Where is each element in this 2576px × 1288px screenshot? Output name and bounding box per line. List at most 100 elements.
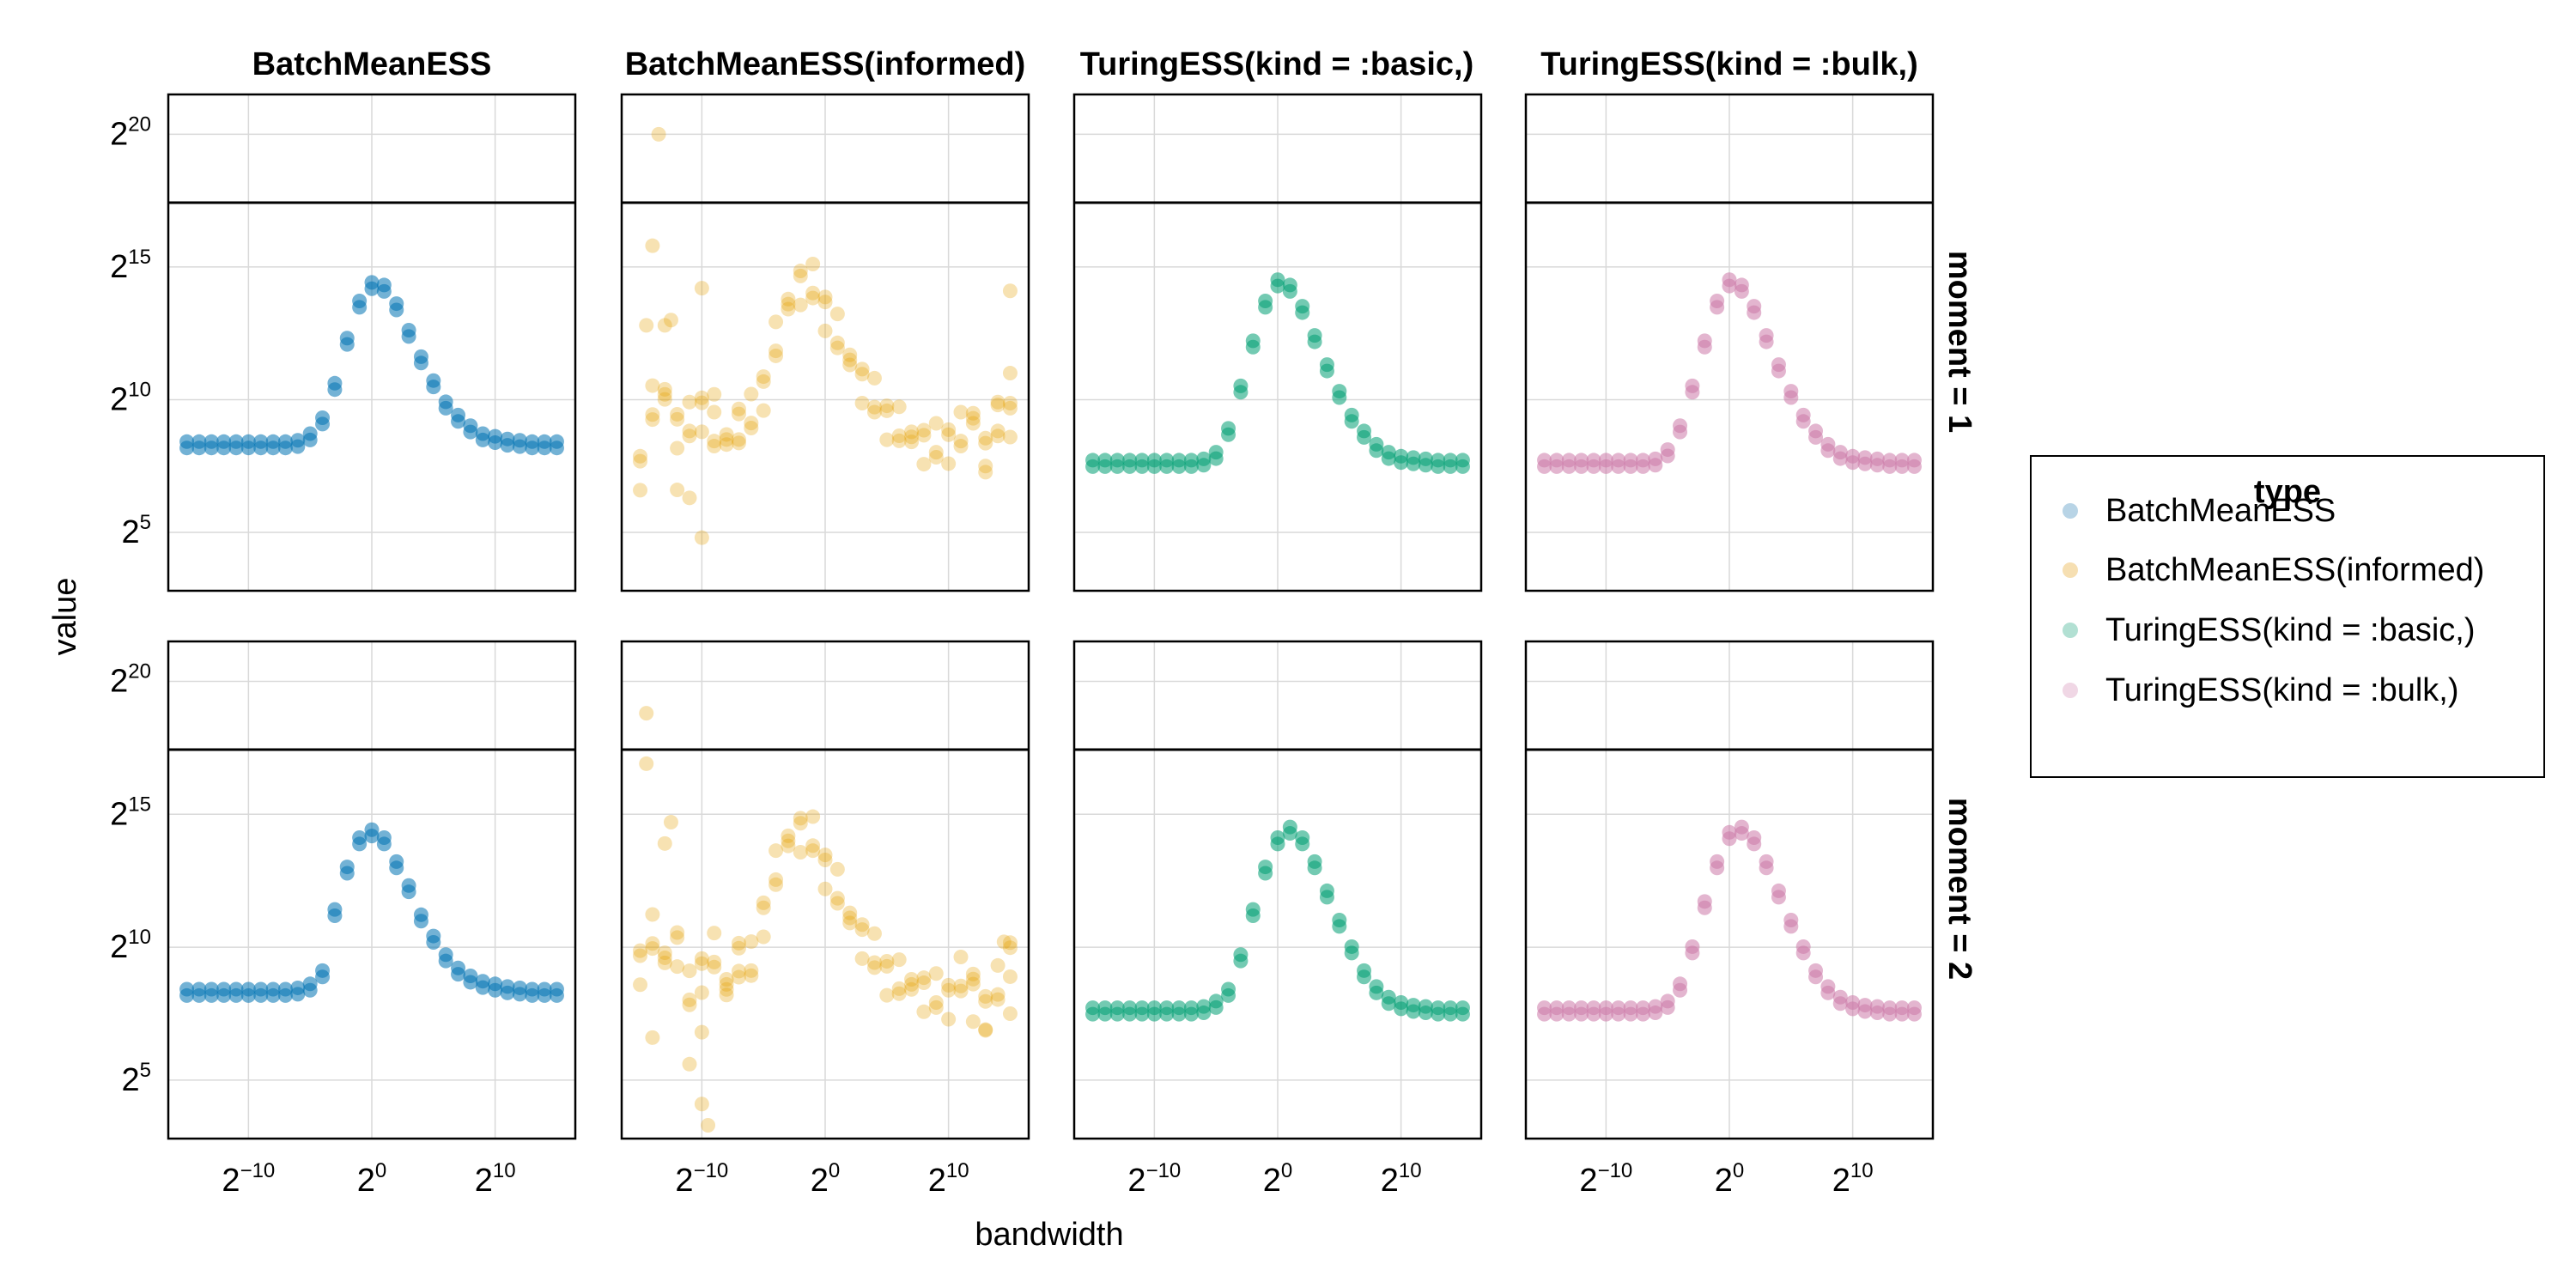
data-point — [682, 428, 697, 444]
data-point — [1431, 459, 1446, 474]
data-point — [1369, 443, 1384, 459]
y-tick-base: 2 — [122, 1062, 140, 1098]
data-point — [891, 952, 907, 968]
data-point — [500, 438, 515, 453]
data-point — [1808, 969, 1824, 985]
data-point — [682, 963, 697, 979]
data-point — [191, 440, 207, 456]
y-tick-label: 220 — [110, 112, 151, 152]
data-point — [805, 257, 821, 272]
data-point — [682, 490, 697, 506]
data-point — [1710, 300, 1725, 315]
data-point — [537, 440, 552, 456]
data-point — [1369, 985, 1384, 1000]
data-point — [707, 434, 722, 449]
data-point — [953, 439, 969, 454]
data-point — [290, 439, 306, 454]
data-point — [769, 877, 784, 892]
data-point — [663, 313, 678, 328]
y-tick-base: 2 — [110, 249, 128, 285]
data-point — [978, 988, 993, 1004]
x-tick-label: 2−10 — [675, 1159, 728, 1199]
data-point — [682, 997, 697, 1012]
x-tick-base: 2 — [1579, 1163, 1597, 1199]
data-point — [904, 434, 920, 450]
data-point — [1906, 1006, 1922, 1022]
data-point — [339, 866, 355, 881]
data-point — [1537, 1006, 1552, 1022]
data-point — [1574, 459, 1589, 474]
data-point — [1258, 866, 1273, 881]
data-point — [965, 405, 981, 421]
data-point — [228, 440, 244, 456]
data-point — [327, 908, 343, 924]
data-point — [719, 972, 734, 987]
data-point — [389, 860, 404, 876]
data-point — [769, 348, 784, 363]
panel-r2-c4 — [1524, 640, 1935, 1140]
data-point — [657, 835, 672, 851]
data-point — [1673, 424, 1688, 440]
data-point — [1771, 363, 1786, 379]
data-point — [707, 439, 722, 454]
legend-label: BatchMeanESS(informed) — [2105, 551, 2485, 588]
data-point — [1648, 458, 1663, 473]
data-point — [1455, 459, 1470, 474]
data-point — [633, 943, 648, 958]
data-point — [1722, 278, 1737, 294]
data-point — [1344, 945, 1359, 961]
data-point — [842, 357, 858, 373]
data-point — [744, 386, 759, 402]
data-point — [817, 848, 833, 863]
data-point — [1906, 459, 1922, 474]
data-point — [805, 285, 821, 301]
data-point — [1122, 1006, 1138, 1022]
data-point — [1598, 1006, 1613, 1022]
data-point — [1759, 860, 1774, 876]
x-tick-exponent: −10 — [1146, 1159, 1182, 1182]
data-point — [240, 987, 256, 1003]
data-point — [781, 301, 796, 317]
data-point — [670, 930, 685, 945]
data-point — [1455, 1006, 1470, 1022]
data-point — [682, 394, 697, 410]
data-point — [265, 440, 281, 456]
x-tick-base: 2 — [1381, 1163, 1399, 1199]
data-point — [657, 381, 672, 397]
y-tick-exponent: 20 — [128, 659, 151, 683]
data-point — [879, 987, 895, 1003]
data-point — [769, 343, 784, 359]
data-point — [805, 843, 821, 859]
data-point — [549, 987, 564, 1003]
data-point — [829, 335, 845, 350]
data-point — [1208, 999, 1224, 1015]
data-point — [645, 936, 660, 951]
data-point — [549, 440, 564, 456]
data-point — [916, 428, 932, 443]
data-point — [1722, 831, 1737, 847]
panel-frame — [167, 640, 577, 1140]
y-tick-base: 2 — [122, 514, 140, 550]
panel-r1-c1 — [167, 93, 577, 592]
data-point — [633, 948, 648, 963]
data-point — [1857, 1004, 1873, 1019]
data-point — [1808, 429, 1824, 445]
data-point — [633, 448, 648, 464]
data-point — [1381, 451, 1396, 466]
data-point — [1319, 363, 1334, 379]
panel-frame — [167, 93, 577, 592]
data-point — [639, 706, 654, 721]
data-point — [1611, 459, 1626, 474]
data-point — [916, 457, 932, 472]
data-point — [1245, 908, 1261, 924]
data-point — [707, 959, 722, 975]
data-point — [327, 382, 343, 398]
y-tick-label: 210 — [110, 926, 151, 965]
x-tick-exponent: 10 — [493, 1159, 516, 1182]
y-tick-label: 220 — [110, 659, 151, 699]
y-tick-label: 215 — [110, 793, 151, 832]
data-point — [657, 950, 672, 965]
data-point — [1002, 400, 1018, 416]
points-group — [179, 822, 564, 1003]
